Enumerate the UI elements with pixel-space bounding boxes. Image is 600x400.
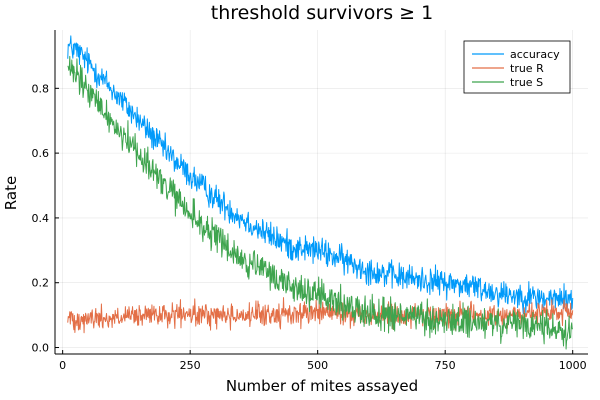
tick-labels: 0 250 500 750 1000 0.0 0.2 0.4 0.6 0.8	[32, 82, 587, 372]
legend-label: accuracy	[510, 48, 560, 61]
axes	[54, 30, 588, 355]
y-tick-label: 0.0	[32, 342, 50, 355]
series-group	[67, 35, 574, 350]
series-line-true-r	[67, 297, 574, 334]
x-tick-label: 750	[435, 359, 456, 372]
y-tick-label: 0.8	[32, 82, 50, 95]
y-tick-label: 0.6	[32, 147, 50, 160]
y-axis-label: Rate	[2, 176, 20, 210]
x-axis-label: Number of mites assayed	[226, 377, 418, 395]
legend-box	[463, 40, 571, 94]
x-tick-label: 1000	[559, 359, 587, 372]
x-tick-label: 0	[59, 359, 66, 372]
y-tick-label: 0.4	[32, 212, 50, 225]
chart-title: threshold survivors ≥ 1	[211, 2, 433, 24]
series-line-true-s	[67, 55, 574, 350]
series-line-accuracy	[67, 35, 574, 315]
legend-label: true S	[510, 76, 543, 89]
legend-label: true R	[510, 62, 544, 75]
x-tick-label: 250	[180, 359, 201, 372]
x-tick-label: 500	[307, 359, 328, 372]
y-tick-label: 0.2	[32, 277, 50, 290]
